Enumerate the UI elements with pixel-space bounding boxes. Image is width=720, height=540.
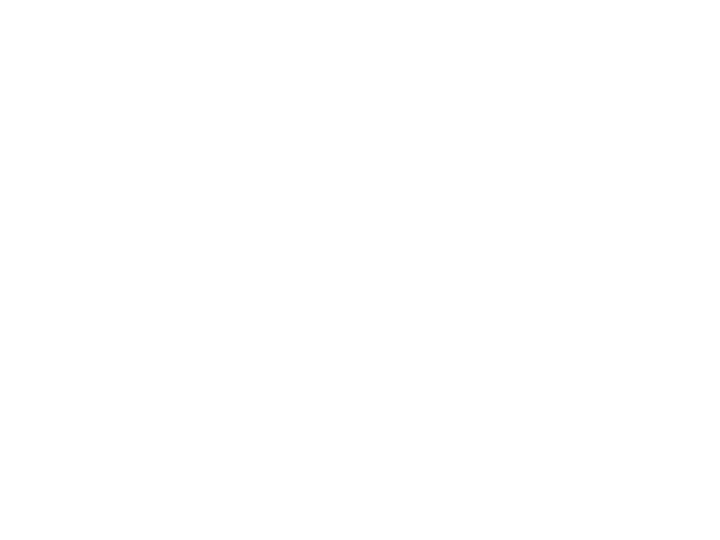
Text: Ethylene: Ethylene	[108, 347, 163, 360]
Text: C: C	[336, 281, 346, 296]
Text: C: C	[368, 281, 378, 296]
Text: Plastic Animations: Plastic Animations	[66, 484, 296, 508]
Text: C: C	[303, 281, 314, 296]
Text: H: H	[369, 242, 378, 255]
Text: C: C	[528, 281, 539, 296]
Text: H: H	[464, 323, 474, 336]
Text: H: H	[529, 242, 539, 255]
Text: Polymerization: Polymerization	[205, 256, 292, 269]
Text: Ex:  Polyethylene production: Ex: Polyethylene production	[50, 183, 447, 211]
Text: H: H	[497, 323, 506, 336]
Text: H: H	[433, 242, 442, 255]
Bar	[44, 128, 58, 142]
Text: H: H	[74, 245, 86, 260]
Text: H: H	[464, 242, 474, 255]
Text: H: H	[400, 242, 410, 255]
Text: H: H	[497, 242, 506, 255]
Text: C: C	[432, 281, 443, 296]
Text: C: C	[400, 281, 410, 296]
Text: H: H	[304, 242, 313, 255]
Text: H: H	[336, 323, 346, 336]
Text: H: H	[74, 318, 86, 333]
Text: H: H	[185, 245, 197, 260]
Text: H: H	[304, 323, 313, 336]
Text: C: C	[464, 281, 474, 296]
Text: many unsaturated monomers with double or: many unsaturated monomers with double or	[66, 120, 627, 144]
Text: H: H	[185, 318, 197, 333]
Text: H: H	[336, 242, 346, 255]
Text: H: H	[369, 323, 378, 336]
Text: H: H	[400, 323, 410, 336]
Text: H: H	[433, 323, 442, 336]
Bar	[44, 489, 58, 503]
Text: C: C	[104, 280, 116, 298]
Text: H: H	[529, 323, 539, 336]
Text: C: C	[496, 281, 507, 296]
Text: triple bonds join together in addition reactions: triple bonds join together in addition r…	[74, 142, 657, 166]
Text: Polyethylene: Polyethylene	[381, 355, 462, 368]
Text: C: C	[155, 280, 166, 298]
Text: Addition Polymerization: Addition Polymerization	[50, 49, 577, 92]
